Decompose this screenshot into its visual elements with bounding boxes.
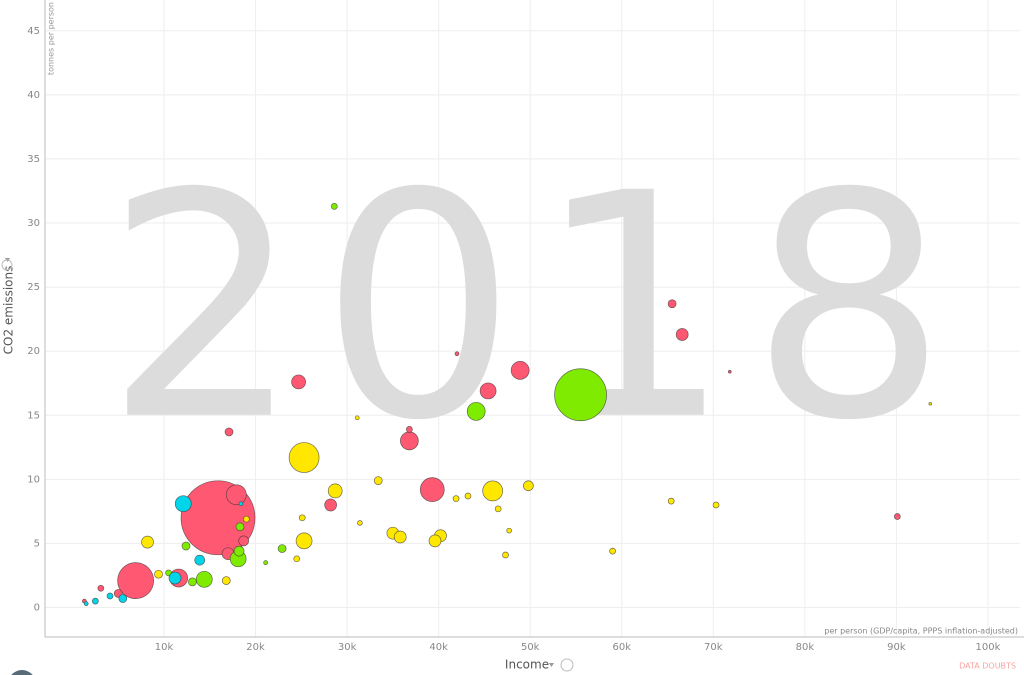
bubble	[494, 505, 502, 513]
bubble	[118, 594, 128, 603]
y-tick-label: 35	[27, 154, 40, 165]
bubble	[97, 584, 105, 592]
menu-button[interactable]	[8, 670, 36, 675]
x-help-icon[interactable]	[560, 658, 574, 672]
y-tick-label: 30	[27, 218, 40, 229]
bubble	[181, 541, 191, 551]
bubble	[609, 547, 616, 555]
bubble	[221, 576, 231, 585]
bubble	[238, 501, 244, 507]
y-tick-label: 45	[27, 26, 40, 37]
bubble	[373, 476, 383, 485]
y-tick-label: 0	[34, 603, 40, 614]
bubble	[712, 501, 720, 509]
bubble	[464, 492, 472, 500]
bubble	[277, 544, 287, 553]
x-tick-label: 80k	[796, 642, 815, 653]
bubble	[928, 401, 933, 406]
bubble	[393, 530, 407, 544]
year-watermark: 2018	[105, 128, 966, 489]
y-tick-label: 10	[27, 474, 40, 485]
x-tick-label: 60k	[613, 642, 632, 653]
bubble	[195, 570, 213, 588]
bubble	[141, 535, 154, 549]
bubble	[106, 592, 114, 600]
bubble	[893, 513, 901, 520]
bubble	[117, 562, 154, 599]
y-unit: tonnes per person	[47, 2, 56, 75]
bubble	[667, 497, 675, 505]
bubble	[400, 431, 419, 451]
y-tick-label: 15	[27, 410, 40, 421]
x-tick-label: 70k	[704, 642, 723, 653]
bubble	[233, 545, 245, 557]
bubble	[194, 554, 206, 566]
bubble	[466, 402, 486, 421]
bubble	[92, 597, 99, 605]
bubble	[83, 601, 89, 607]
bubble	[406, 426, 413, 433]
x-tick-label: 90k	[887, 642, 906, 653]
x-tick-label: 40k	[429, 642, 448, 653]
y-tick-label: 25	[27, 282, 40, 293]
bubble	[174, 495, 192, 513]
x-tick-label: 50k	[521, 642, 540, 653]
bubble	[235, 522, 245, 532]
bubble	[479, 382, 497, 400]
bubble	[354, 415, 360, 421]
y-help-icon[interactable]	[1, 259, 13, 271]
x-tick-label: 100k	[976, 642, 1001, 653]
bubble	[482, 480, 504, 502]
bubble	[238, 535, 250, 547]
bubble	[293, 555, 301, 563]
y-tick-label: 40	[27, 90, 40, 101]
y-tick-label: 5	[34, 538, 40, 549]
bubble	[243, 515, 250, 523]
y-axis-label[interactable]: CO2 emissions	[2, 266, 16, 355]
bubble	[502, 551, 509, 559]
x-tick-label: 10k	[155, 642, 174, 653]
bubble	[554, 368, 607, 422]
x-tick-label: 30k	[338, 642, 357, 653]
bubbles	[82, 203, 933, 607]
bubble	[154, 569, 163, 579]
x-axis-label[interactable]: Income	[505, 658, 549, 672]
bubble	[675, 328, 689, 341]
y-tick-label: 20	[27, 346, 40, 357]
bubble	[327, 483, 343, 499]
bubble	[506, 527, 512, 534]
bubble	[288, 442, 320, 473]
bubble	[330, 203, 338, 210]
bubble	[523, 480, 534, 492]
x-tick-label: 20k	[246, 642, 265, 653]
bubble	[510, 361, 530, 380]
bubble	[224, 427, 234, 437]
bubble	[295, 532, 313, 550]
bubble	[263, 560, 268, 566]
data-doubts[interactable]: DATA DOUBTS	[959, 662, 1016, 671]
bubble	[454, 351, 460, 357]
bubble	[168, 571, 182, 585]
bubble	[428, 534, 442, 548]
bubble	[667, 299, 677, 309]
bubble	[452, 495, 460, 502]
x-unit: per person (GDP/capita, PPPS inflation-a…	[824, 627, 1018, 636]
bubble	[291, 374, 306, 390]
bubble	[419, 477, 445, 502]
bubble	[728, 369, 732, 374]
bubble	[298, 514, 306, 522]
x-dropdown-icon[interactable]	[549, 663, 554, 667]
bubble	[225, 484, 247, 506]
bubble	[324, 498, 337, 512]
bubble	[357, 520, 363, 526]
bubble	[188, 577, 197, 587]
